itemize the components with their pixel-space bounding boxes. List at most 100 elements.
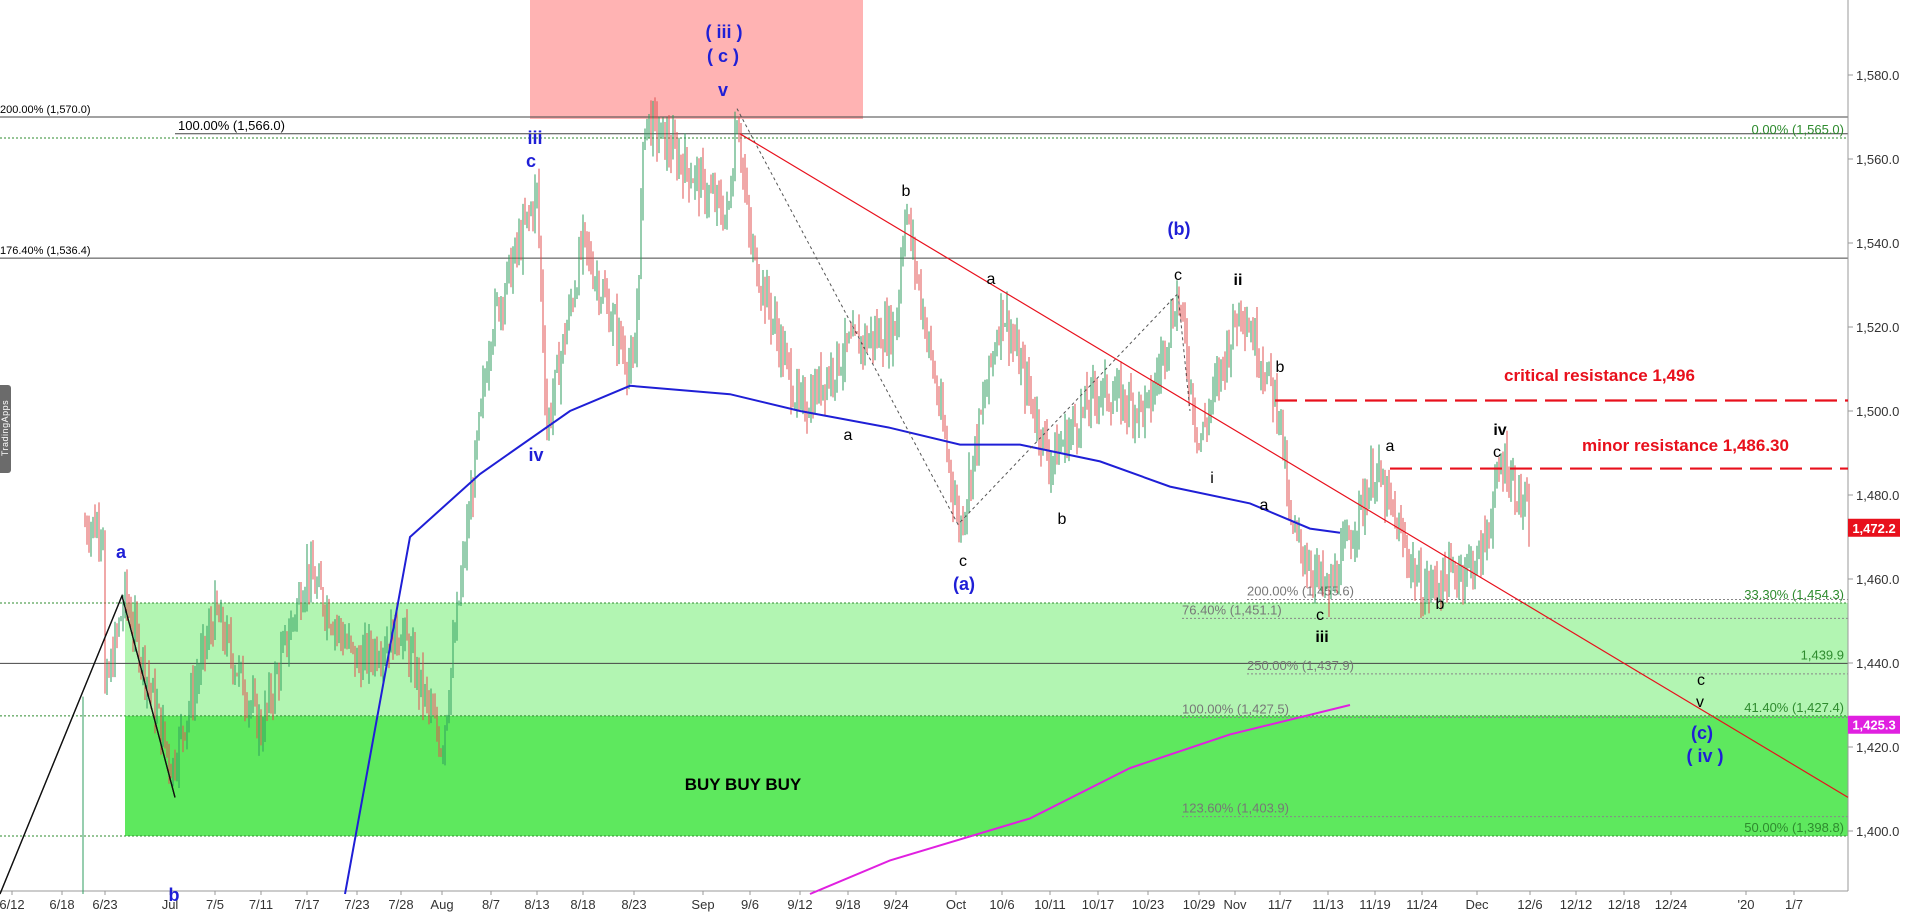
level-label: 1,439.9 [1801,647,1844,662]
x-tick-label: 12/12 [1560,897,1593,912]
x-tick-label: 12/18 [1608,897,1641,912]
x-tick-label: Sep [691,897,714,912]
x-tick-label: 9/18 [835,897,860,912]
x-tick-label: 10/11 [1034,897,1066,912]
x-tick-label: 10/29 [1183,897,1216,912]
level-label: 100.00% (1,566.0) [178,118,285,133]
x-tick-label: 6/23 [92,897,117,912]
wave-label: ( iii ) [706,22,743,42]
x-tick-label: 11/7 [1268,897,1292,912]
y-tick-label: 1,440.0 [1856,656,1899,671]
y-tick-label: 1,460.0 [1856,572,1899,587]
wave-label: iv [528,445,543,465]
y-tick-label: 1,500.0 [1856,404,1899,419]
price-badge-label: 1,472.2 [1852,521,1895,536]
x-tick-label: 7/17 [294,897,319,912]
level-label: 33.30% (1,454.3) [1744,587,1844,602]
x-tick-label: 9/24 [883,897,908,912]
wave-label: iii [1315,629,1328,646]
x-tick-label: '20 [1738,897,1755,912]
x-tick-label: 12/24 [1655,897,1688,912]
wave-label: (b) [1168,219,1191,239]
x-tick-label: 9/6 [741,897,759,912]
wave-label: (a) [953,574,975,594]
wave-label: b [1058,511,1067,528]
level-label: 0.00% (1,565.0) [1751,122,1844,137]
y-tick-label: 1,520.0 [1856,320,1899,335]
y-tick-label: 1,540.0 [1856,236,1899,251]
wave-label: c [959,553,967,570]
fib-label: 200.00% (1,455.6) [1247,583,1354,598]
moving-average-line [344,384,1341,895]
x-tick-label: 10/17 [1082,897,1115,912]
x-tick-label: 11/24 [1406,897,1438,912]
x-tick-label: 11/19 [1359,897,1391,912]
wave-label: b [169,885,180,905]
fib-label: 100.00% (1,427.5) [1182,702,1289,717]
x-tick-label: 11/13 [1312,897,1344,912]
wave-label: ( iv ) [1686,746,1723,766]
wave-label: c [1174,267,1182,284]
x-tick-label: Oct [946,897,967,912]
level-label: 176.40% (1,536.4) [0,245,91,257]
fib-label: 76.40% (1,451.1) [1182,602,1282,617]
x-tick-label: 7/5 [206,897,224,912]
wave-label: (c) [1691,723,1713,743]
wave-label: iii [527,128,542,148]
y-tick-label: 1,560.0 [1856,152,1899,167]
minor-resistance-label: minor resistance 1,486.30 [1582,436,1789,455]
price-badge [1848,715,1900,734]
x-tick-label: 9/12 [787,897,812,912]
x-tick-label: 10/6 [989,897,1014,912]
buy-zone-label: BUY BUY BUY [685,775,802,794]
wave-label: iv [1493,422,1506,439]
x-tick-label: 6/12 [0,897,25,912]
wave-label: ( c ) [707,46,739,66]
x-tick-label: 8/13 [524,897,549,912]
wave-label: a [116,542,127,562]
fib-label: 250.00% (1,437.9) [1247,658,1354,673]
wave-label: a [987,271,996,288]
level-label: 200.00% (1,570.0) [0,104,91,116]
trend-a [0,595,123,895]
zigzag-dashed [736,108,1191,526]
x-tick-label: 7/23 [344,897,369,912]
price-badge [1848,518,1900,537]
wave-label: i [1210,470,1214,487]
wave-label: c [526,151,536,171]
tradingapps-watermark: TradingApps [0,385,11,473]
fib-label: 123.60% (1,403.9) [1182,801,1289,816]
x-tick-label: 6/18 [49,897,74,912]
x-tick-label: 8/23 [621,897,646,912]
x-tick-label: 10/23 [1132,897,1165,912]
wave-label: a [844,427,853,444]
wave-label: v [718,80,728,100]
buy-zone-lower [125,715,1848,837]
y-tick-label: 1,580.0 [1856,68,1899,83]
x-tick-label: Nov [1223,897,1247,912]
trend-b [121,595,176,798]
wave-label: ii [1234,272,1243,289]
y-tick-label: 1,400.0 [1856,824,1899,839]
level-label: 41.40% (1,427.4) [1744,700,1844,715]
target-zone-box [530,0,863,119]
x-tick-label: Dec [1465,897,1489,912]
wave-label: b [1436,596,1445,613]
price-badge-label: 1,425.3 [1852,718,1895,733]
x-tick-label: 8/7 [482,897,500,912]
wave-label: c [1493,444,1501,461]
wave-label: a [1260,497,1269,514]
downtrend-line [739,133,1849,798]
wave-label: a [1386,438,1395,455]
moving-average-line [809,704,1351,895]
wave-label: c [1697,672,1705,689]
x-tick-label: 12/6 [1517,897,1542,912]
wave-label: b [902,183,911,200]
wave-label: v [1696,694,1704,711]
y-tick-label: 1,480.0 [1856,488,1899,503]
level-label: 50.00% (1,398.8) [1744,820,1844,835]
y-tick-label: 1,420.0 [1856,740,1899,755]
buy-zone-upper [125,602,1848,716]
x-tick-label: 7/11 [249,897,273,912]
